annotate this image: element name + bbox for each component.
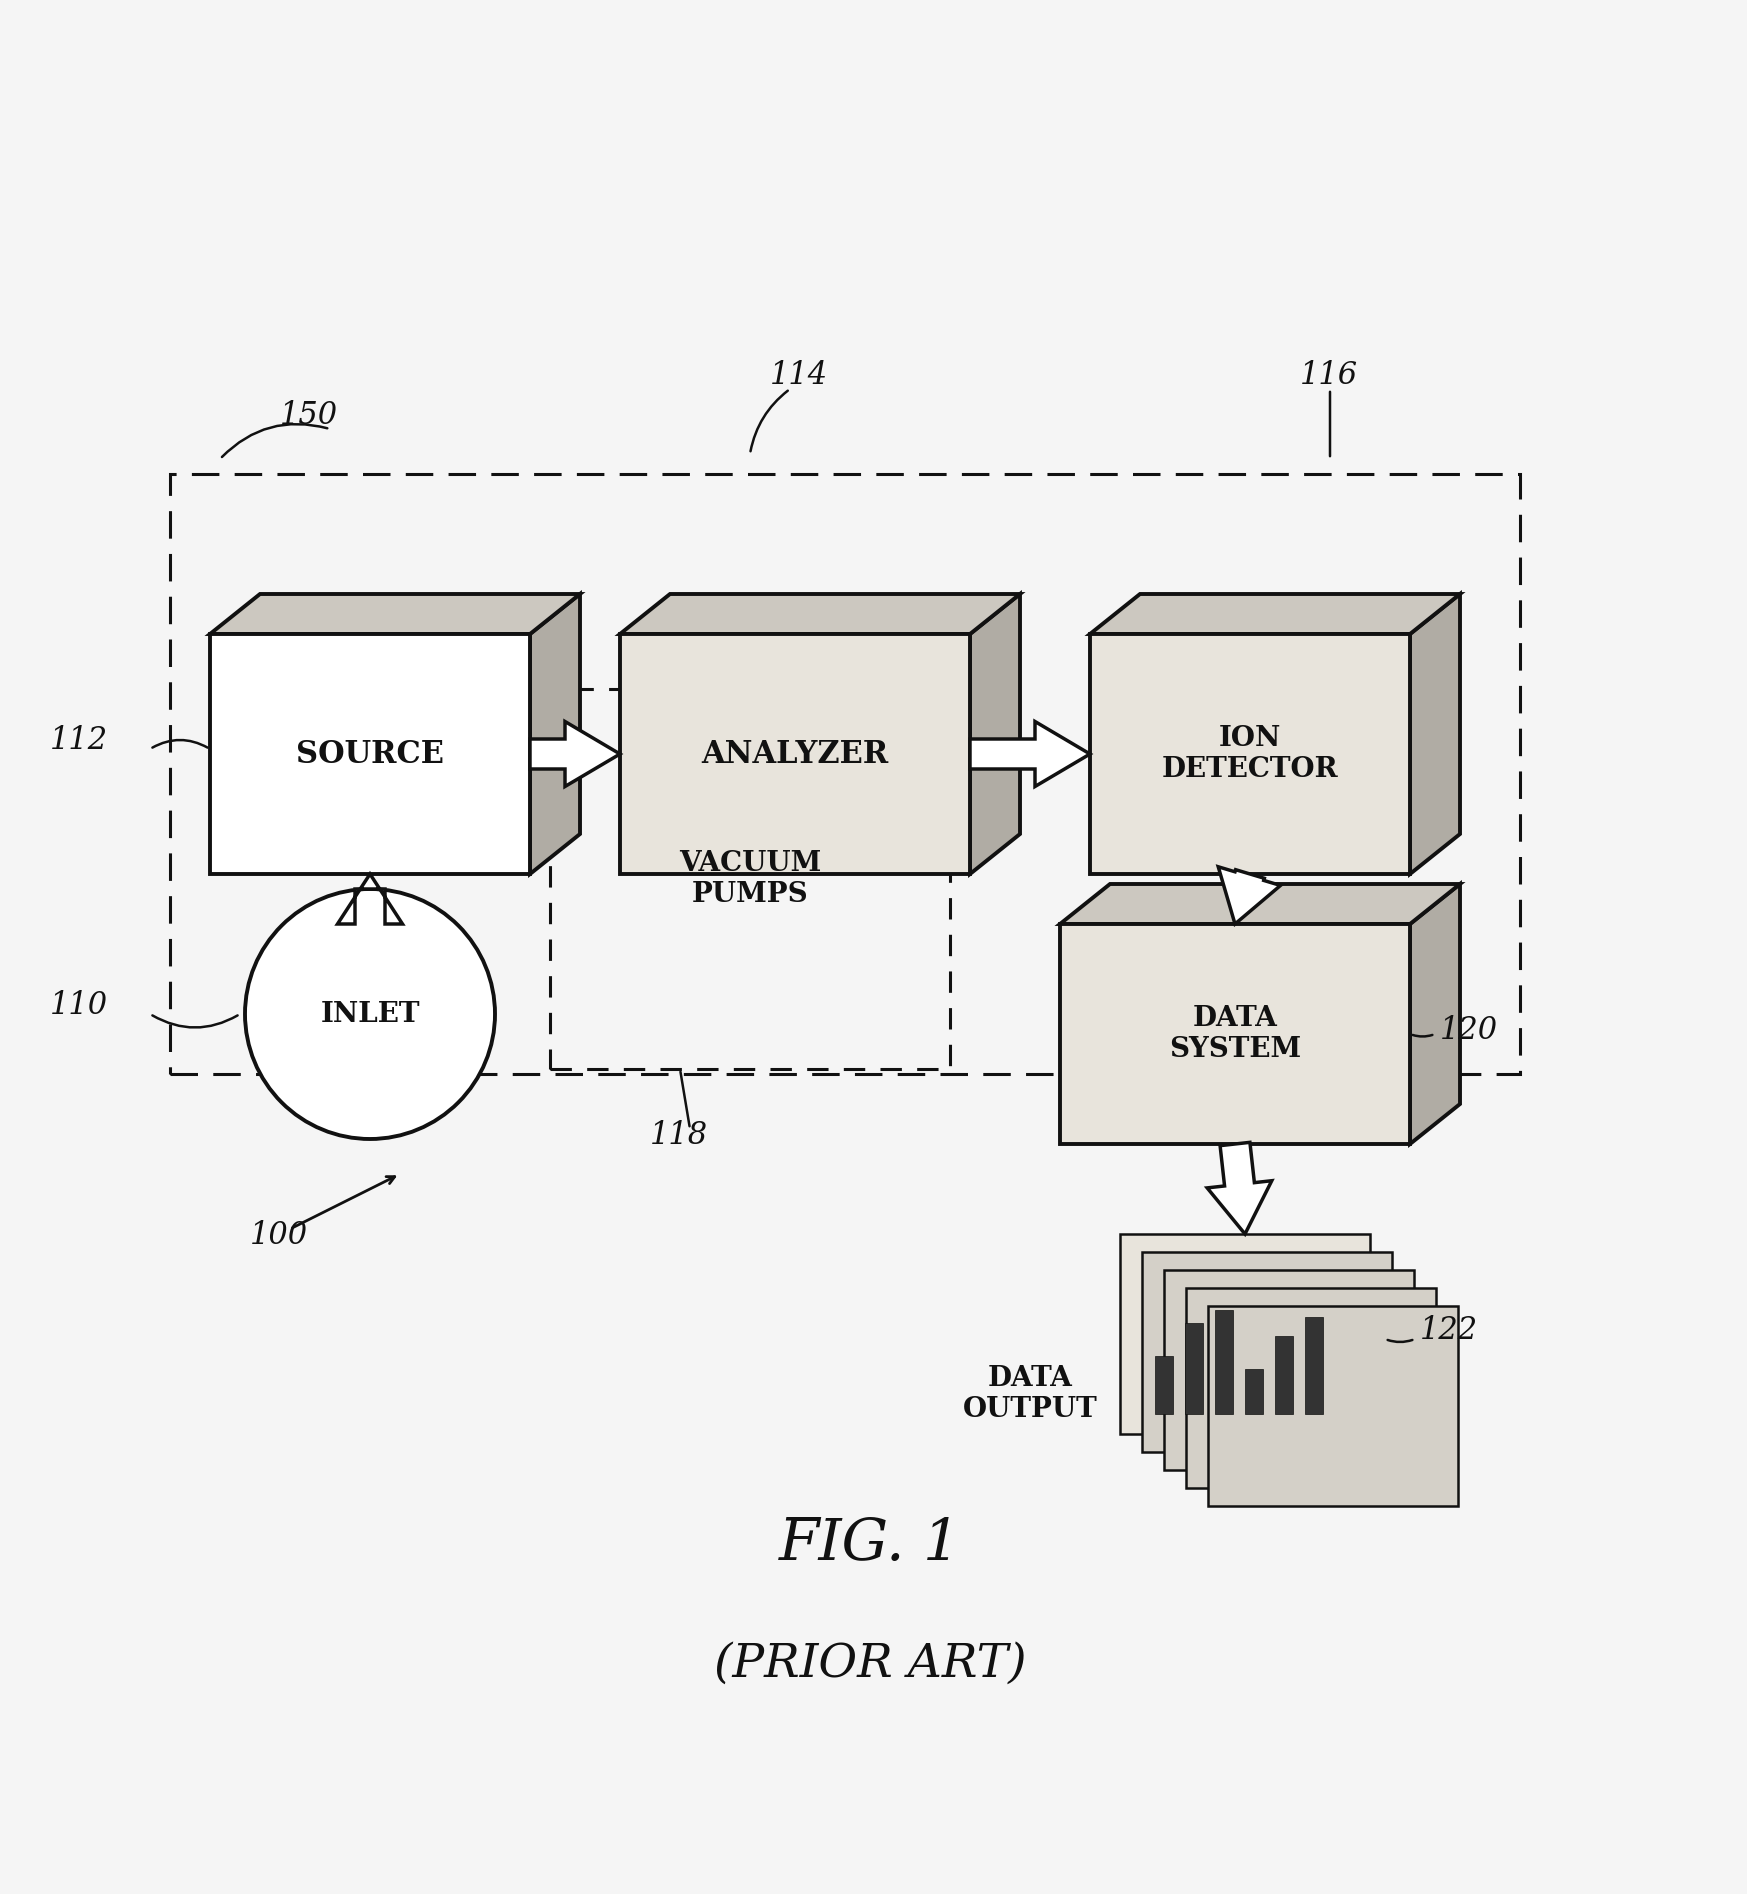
Text: 118: 118: [650, 1119, 708, 1152]
Polygon shape: [1410, 884, 1460, 1144]
Bar: [1275, 1335, 1293, 1415]
Text: 150: 150: [280, 400, 339, 432]
Polygon shape: [210, 595, 580, 634]
Polygon shape: [1410, 595, 1460, 873]
Polygon shape: [529, 722, 620, 786]
Bar: [1207, 1307, 1459, 1506]
Text: 116: 116: [1300, 360, 1357, 390]
Text: 120: 120: [1440, 1015, 1499, 1045]
Text: VACUUM
PUMPS: VACUUM PUMPS: [680, 850, 821, 907]
Bar: [1184, 1324, 1204, 1415]
Text: 100: 100: [250, 1220, 307, 1252]
Polygon shape: [970, 595, 1020, 873]
Bar: [1186, 1288, 1436, 1489]
Polygon shape: [1207, 1142, 1272, 1235]
Text: SOURCE: SOURCE: [295, 739, 444, 769]
Text: 122: 122: [1420, 1314, 1478, 1347]
Bar: [1214, 1311, 1233, 1415]
Polygon shape: [210, 634, 529, 873]
Bar: [1246, 1369, 1263, 1415]
Polygon shape: [337, 873, 402, 924]
Polygon shape: [1060, 884, 1460, 924]
Polygon shape: [529, 595, 580, 873]
Text: 112: 112: [51, 725, 108, 756]
Text: 114: 114: [770, 360, 828, 390]
Text: 110: 110: [51, 991, 108, 1021]
Text: ION
DETECTOR: ION DETECTOR: [1162, 725, 1338, 782]
Polygon shape: [620, 595, 1020, 634]
Bar: [550, 689, 950, 1068]
Text: ANALYZER: ANALYZER: [701, 739, 889, 769]
Polygon shape: [620, 634, 970, 873]
Bar: [1143, 1252, 1392, 1453]
Polygon shape: [1060, 924, 1410, 1144]
Bar: [1155, 1356, 1172, 1415]
Polygon shape: [970, 722, 1090, 786]
Circle shape: [245, 888, 494, 1138]
Text: DATA
SYSTEM: DATA SYSTEM: [1169, 1006, 1302, 1063]
Bar: [1305, 1316, 1322, 1415]
Bar: [169, 474, 1520, 1074]
Text: FIG. 1: FIG. 1: [779, 1515, 961, 1572]
Polygon shape: [1090, 595, 1460, 634]
Polygon shape: [1090, 634, 1410, 873]
Text: (PRIOR ART): (PRIOR ART): [715, 1642, 1025, 1688]
Text: INLET: INLET: [320, 1000, 419, 1028]
Polygon shape: [1218, 867, 1281, 924]
Bar: [1164, 1271, 1413, 1470]
Text: DATA
OUTPUT: DATA OUTPUT: [963, 1366, 1097, 1422]
Bar: [1120, 1235, 1370, 1434]
